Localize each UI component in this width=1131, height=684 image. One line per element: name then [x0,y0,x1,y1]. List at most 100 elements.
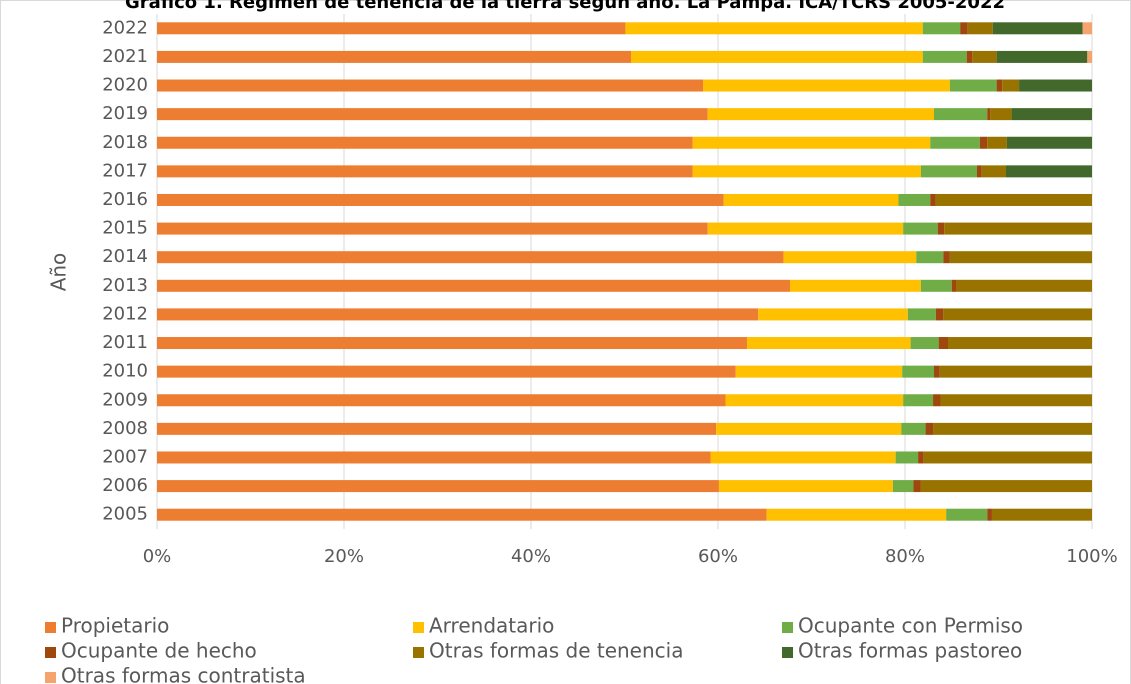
bar-segment [707,222,904,235]
bar-segment [990,108,1012,121]
bar-segment [943,308,1092,321]
bar-segment [692,165,921,178]
bar-segment [1011,108,1092,121]
y-axis-label: Año [47,253,71,292]
legend-label: Ocupante de hecho [61,639,257,663]
y-tick-label: 2009 [102,389,148,410]
bar-segment [157,451,711,464]
bar-segment [783,251,917,264]
bar-segment [918,451,924,464]
y-tick-label: 2016 [102,189,148,210]
x-tick-label: 100% [1066,546,1117,567]
bar-segment [949,79,997,92]
bar-segment [157,480,719,493]
bar-segment [937,222,945,235]
legend-label: Propietario [61,614,169,638]
bar-segment [902,365,934,378]
legend-swatch [45,622,56,633]
legend-label: Otras formas pastoreo [798,639,1022,663]
bar-segment [157,222,708,235]
legend-label: Ocupante con Permiso [798,614,1023,638]
bar-segment [692,136,931,149]
y-tick-label: 2011 [102,332,148,353]
bar-segment [935,308,944,321]
y-tick-label: 2008 [102,418,148,439]
bar-segment [996,50,1088,63]
bar-segment [157,394,726,407]
bar-segment [716,422,902,435]
bar-segment [903,222,938,235]
legend-swatch [782,622,793,633]
bar-segment [157,508,767,521]
bar-segment [157,136,693,149]
bar-segment [718,480,893,493]
bar-segment [967,22,993,35]
y-tick-label: 2021 [102,46,148,67]
bar-segment [946,508,988,521]
legend-swatch [413,622,424,633]
bar-segment [631,50,923,63]
legend-label: Otras formas de tenencia [429,639,683,663]
bar-segment [157,308,759,321]
bar-segment [981,165,1006,178]
bar-segment [987,136,1007,149]
bar-segment [157,165,693,178]
bar-segment [992,22,1083,35]
bar-segment [903,394,934,407]
bar-segment [1087,50,1092,63]
y-tick-label: 2012 [102,303,148,324]
bar-segment [1005,165,1092,178]
bar-segment [157,422,717,435]
bar-segment [1006,136,1092,149]
bar-segment [907,308,936,321]
bar-segment [925,422,934,435]
bar-segment [956,279,1092,292]
bar-segment [960,22,968,35]
y-tick-label: 2018 [102,132,148,153]
bar-segment [710,451,896,464]
bar-segment [707,108,934,121]
bar-segment [723,193,899,206]
bar-segment [966,50,973,63]
bar-segment [898,193,931,206]
x-tick-label: 20% [324,546,364,567]
legend-label: Arrendatario [429,614,554,638]
bar-segment [943,251,950,264]
bar-segment [920,480,1092,493]
bar-segment [933,108,988,121]
legend-swatch [782,647,793,658]
y-tick-label: 2020 [102,75,148,96]
bar-segment [996,79,1003,92]
bar-segment [157,279,790,292]
bar-segment [625,22,923,35]
bar-segment [901,422,926,435]
legend-swatch [45,672,56,683]
bar-segment [972,50,997,63]
x-tick-label: 60% [698,546,738,567]
x-tick-label: 0% [143,546,172,567]
bar-segment [758,308,908,321]
bar-segment [933,365,940,378]
bar-segment [976,165,982,178]
bar-segment [766,508,947,521]
bar-segment [922,50,967,63]
bar-segment [157,22,626,35]
y-tick-label: 2015 [102,218,148,239]
bar-segment [930,193,936,206]
x-tick-label: 80% [885,546,925,567]
bar-segment [938,337,949,350]
bar-segment [987,508,992,521]
bar-segment [933,422,1092,435]
chart-title: Gráfico 1. Régimen de tenencia de la tie… [125,0,1005,13]
y-tick-label: 2019 [102,103,148,124]
y-tick-label: 2005 [102,504,148,525]
bar-segment [949,251,1092,264]
bar-segment [920,279,952,292]
y-tick-label: 2022 [102,17,148,38]
bar-segment [987,108,991,121]
bar-segment [979,136,988,149]
bar-segment [892,480,914,493]
bar-segment [1082,22,1092,35]
bar-segment [939,365,1092,378]
y-tick-label: 2014 [102,246,148,267]
